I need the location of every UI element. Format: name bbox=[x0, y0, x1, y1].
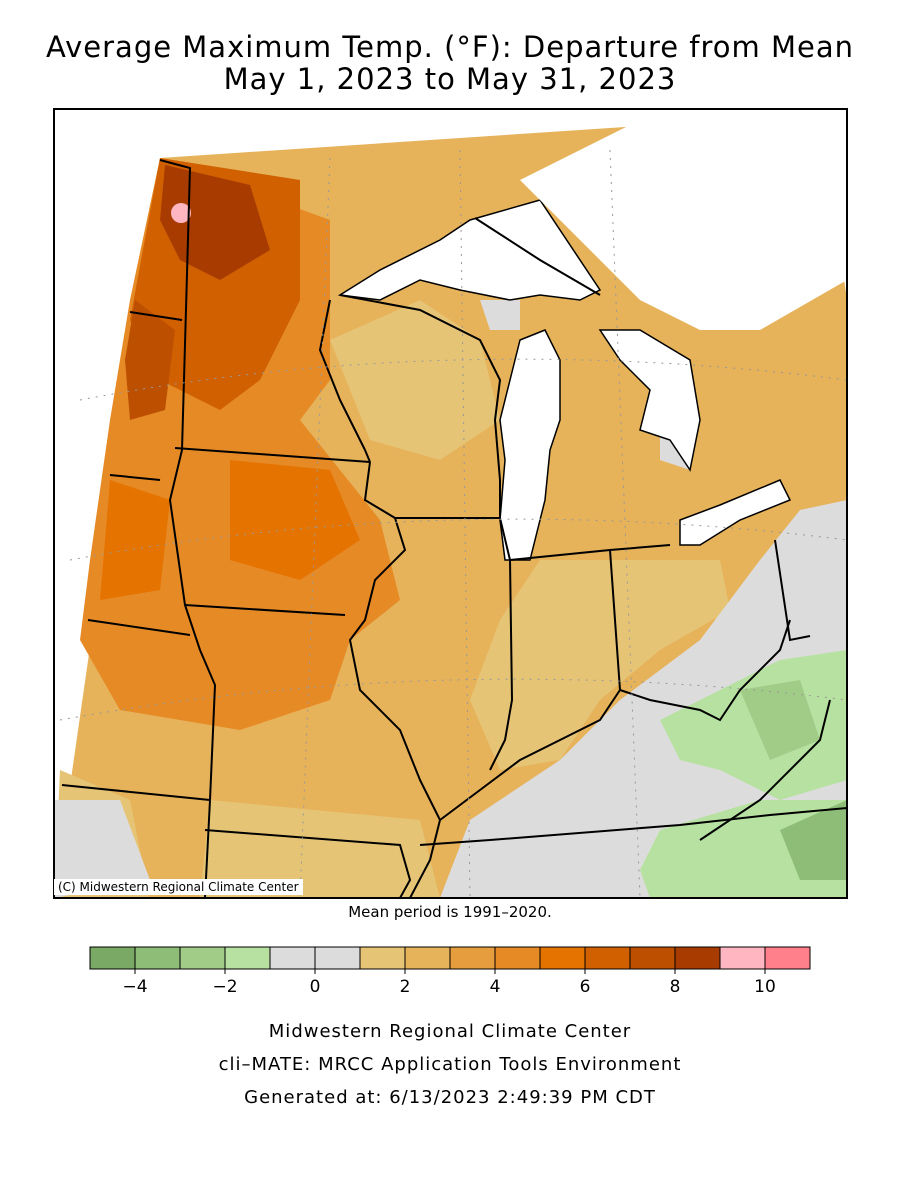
legend-swatch bbox=[449, 946, 496, 970]
map-title: Average Maximum Temp. (°F): Departure fr… bbox=[45, 30, 855, 64]
map-subtitle: May 1, 2023 to May 31, 2023 bbox=[223, 62, 677, 96]
copyright-credit: (C) Midwestern Regional Climate Center bbox=[54, 879, 303, 895]
legend-swatch bbox=[224, 946, 271, 970]
footer-organization: Midwestern Regional Climate Center bbox=[268, 1021, 632, 1042]
lake-michigan bbox=[499, 329, 561, 561]
map-frame bbox=[53, 108, 848, 899]
legend-tick-label: 8 bbox=[670, 977, 681, 997]
state-boundaries bbox=[61, 159, 847, 898]
legend-tick-label: 0 bbox=[310, 977, 321, 997]
dark-red-west-zone bbox=[125, 300, 175, 420]
near-normal-gray-zone bbox=[440, 500, 847, 898]
legend-swatch bbox=[359, 946, 406, 970]
legend-swatch bbox=[764, 946, 811, 970]
footer-tool: cli–MATE: MRCC Application Tools Environ… bbox=[218, 1054, 682, 1075]
tan-east-zone bbox=[330, 300, 500, 460]
legend-swatch bbox=[539, 946, 586, 970]
legend-tick-label: −4 bbox=[122, 977, 147, 997]
lake-erie bbox=[679, 479, 792, 546]
legend-swatch bbox=[674, 946, 721, 970]
legend-swatch bbox=[494, 946, 541, 970]
legend-swatch bbox=[584, 946, 631, 970]
legend-swatch bbox=[629, 946, 676, 970]
legend-tick-label: 10 bbox=[754, 977, 776, 997]
legend-swatch bbox=[89, 946, 136, 970]
legend-swatch bbox=[719, 946, 766, 970]
legend-tick-label: 4 bbox=[490, 977, 501, 997]
mean-period-note: Mean period is 1991–2020. bbox=[348, 903, 552, 921]
legend-tick-label: 6 bbox=[580, 977, 591, 997]
legend-tick-label: 2 bbox=[400, 977, 411, 997]
graticule bbox=[59, 149, 847, 898]
legend-swatch bbox=[269, 946, 316, 970]
legend-swatch bbox=[404, 946, 451, 970]
legend-swatch bbox=[314, 946, 361, 970]
legend-swatch bbox=[179, 946, 226, 970]
lake-huron bbox=[598, 329, 701, 472]
legend-tick-label: −2 bbox=[212, 977, 237, 997]
legend-swatch bbox=[134, 946, 181, 970]
footer-generated: Generated at: 6/13/2023 2:49:39 PM CDT bbox=[244, 1087, 656, 1108]
lake-superior bbox=[337, 199, 602, 301]
